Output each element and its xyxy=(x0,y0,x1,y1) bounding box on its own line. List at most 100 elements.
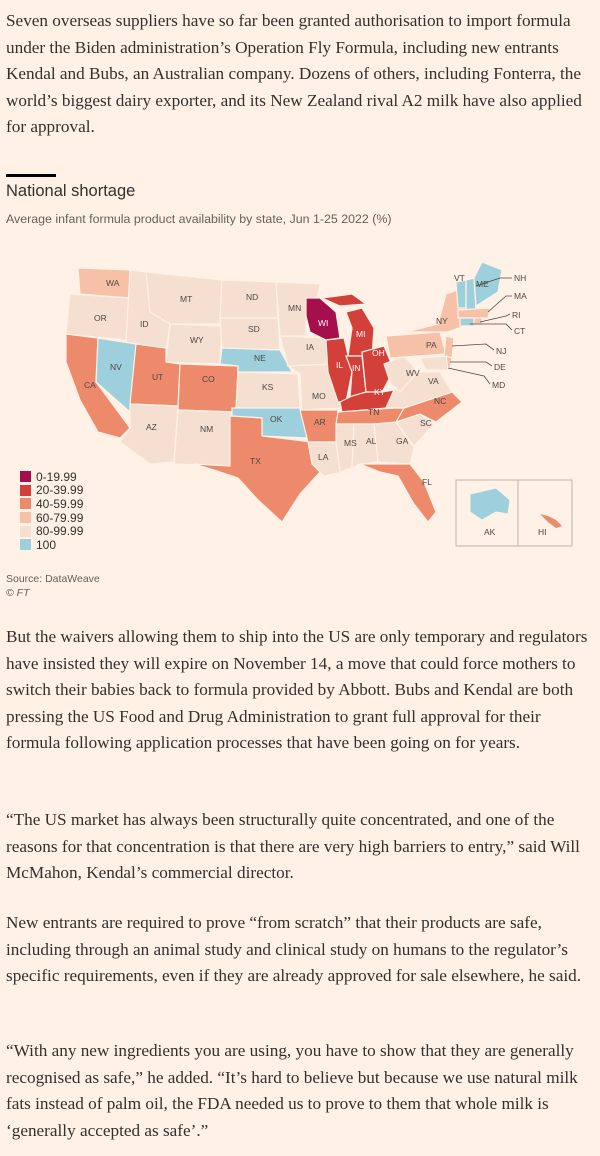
legend-swatch xyxy=(20,484,31,496)
figure-title: National shortage xyxy=(6,182,136,200)
label-nj: NJ xyxy=(496,346,506,356)
label-ok: OK xyxy=(270,414,283,424)
label-nm: NM xyxy=(200,424,213,434)
label-ca: CA xyxy=(84,380,96,390)
state-az xyxy=(119,403,179,465)
legend-label: 0-19.99 xyxy=(36,469,77,484)
label-oh: OH xyxy=(372,348,385,358)
label-hi: HI xyxy=(538,527,547,537)
label-al: AL xyxy=(366,436,377,446)
label-ct: CT xyxy=(514,326,525,336)
state-sd xyxy=(219,317,281,351)
legend-item: 80-99.99 xyxy=(20,524,83,538)
label-ar: AR xyxy=(314,417,326,427)
label-ks: KS xyxy=(262,382,274,392)
figure-source: Source: DataWeave © FT xyxy=(6,572,100,600)
label-wv: WV xyxy=(406,368,420,378)
legend-swatch xyxy=(20,525,31,537)
label-fl: FL xyxy=(422,477,432,487)
article-paragraph-2: But the waivers allowing them to ship in… xyxy=(6,627,588,752)
map-legend: 0-19.99 20-39.99 40-59.99 60-79.99 80-99.99 1… xyxy=(20,470,83,552)
state-fl xyxy=(359,463,437,523)
state-hi xyxy=(540,514,562,528)
state-ak xyxy=(469,487,511,521)
state-ct xyxy=(459,317,475,327)
label-ny: NY xyxy=(436,316,448,326)
label-ms: MS xyxy=(344,438,357,448)
state-wa xyxy=(77,267,131,299)
label-il: IL xyxy=(336,360,343,370)
label-ga: GA xyxy=(396,436,409,446)
state-pa xyxy=(385,331,447,359)
article-paragraph-3: “The US market has always been structura… xyxy=(6,810,580,882)
label-wy: WY xyxy=(190,335,204,345)
label-ia: IA xyxy=(306,342,314,352)
label-tn: TN xyxy=(368,407,379,417)
label-me: ME xyxy=(476,279,489,289)
label-vt: VT xyxy=(454,273,465,283)
state-mo xyxy=(286,363,343,411)
legend-swatch xyxy=(20,539,31,551)
label-az: AZ xyxy=(146,422,157,432)
state-tx xyxy=(193,415,321,523)
legend-label: 40-59.99 xyxy=(36,496,84,511)
state-mt xyxy=(145,271,223,325)
legend-swatch xyxy=(20,498,31,510)
label-pa: PA xyxy=(426,340,437,350)
inset-box xyxy=(455,479,573,547)
label-nv: NV xyxy=(110,362,122,372)
figure-subtitle: Average infant formula product availabil… xyxy=(6,212,392,226)
state-me xyxy=(473,261,503,308)
label-nd: ND xyxy=(246,292,258,302)
state-oh xyxy=(361,345,395,393)
label-id: ID xyxy=(140,319,149,329)
article-paragraph-1: Seven overseas suppliers have so far bee… xyxy=(6,11,582,136)
state-md xyxy=(419,355,449,371)
label-mn: MN xyxy=(288,303,301,313)
label-mi: MI xyxy=(356,329,365,339)
label-ak: AK xyxy=(484,527,496,537)
legend-item: 0-19.99 xyxy=(20,470,83,484)
source-text: Source: DataWeave xyxy=(6,573,100,585)
article-paragraph-5: “With any new ingredients you are using,… xyxy=(6,1041,578,1140)
state-al xyxy=(351,423,379,469)
article-paragraph-4: New entrants are required to prove “from… xyxy=(6,913,582,985)
legend-label: 80-99.99 xyxy=(36,524,84,539)
label-mo: MO xyxy=(312,391,326,401)
label-ma: MA xyxy=(514,291,527,301)
figure-rule xyxy=(6,174,56,177)
state-ga xyxy=(373,421,415,465)
legend-item: 100 xyxy=(20,538,83,552)
state-vt xyxy=(455,279,467,309)
legend-item: 20-39.99 xyxy=(20,483,83,497)
legend-item: 40-59.99 xyxy=(20,497,83,511)
legend-label: 100 xyxy=(36,537,57,552)
label-la: LA xyxy=(318,452,329,462)
state-nj xyxy=(443,335,455,359)
label-nc: NC xyxy=(434,396,446,406)
label-ne: NE xyxy=(254,353,266,363)
state-mi-up xyxy=(319,293,368,307)
legend-swatch xyxy=(20,471,31,483)
label-co: CO xyxy=(202,374,215,384)
label-ri: RI xyxy=(512,310,521,320)
label-ut: UT xyxy=(152,372,163,382)
state-la xyxy=(307,441,343,477)
label-tx: TX xyxy=(250,456,261,466)
label-mt: MT xyxy=(180,294,192,304)
label-va: VA xyxy=(428,376,439,386)
label-wa: WA xyxy=(106,278,120,288)
label-sc: SC xyxy=(420,418,432,428)
state-ms xyxy=(335,423,355,473)
legend-label: 60-79.99 xyxy=(36,510,84,525)
legend-swatch xyxy=(20,512,31,524)
state-nm xyxy=(173,409,233,467)
label-md: MD xyxy=(492,380,505,390)
credit-text: © FT xyxy=(6,587,30,599)
label-ky: KY xyxy=(374,387,386,397)
legend-item: 60-79.99 xyxy=(20,511,83,525)
state-co xyxy=(177,363,239,413)
state-ma xyxy=(457,307,491,319)
us-map: WA OR CA NV ID MT WY UT AZ CO NM ND SD N… xyxy=(65,261,573,547)
